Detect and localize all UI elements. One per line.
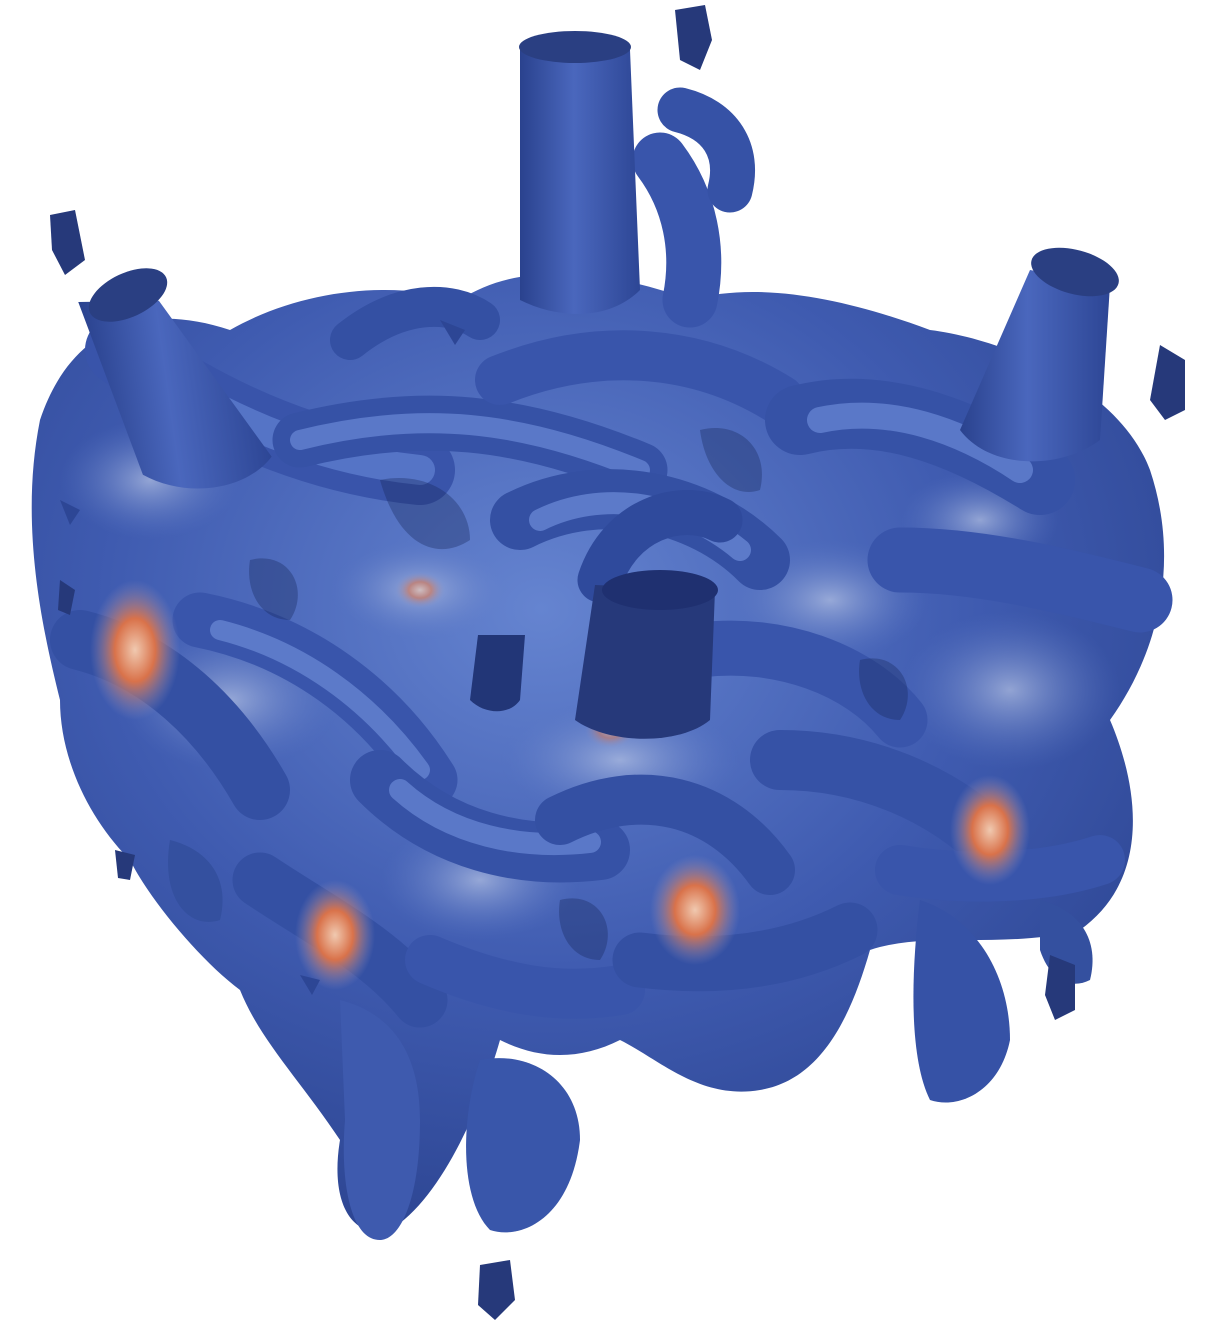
depth-shading bbox=[249, 428, 908, 960]
inlet-tubes bbox=[78, 31, 1119, 739]
lower-lobes bbox=[168, 840, 1093, 1240]
hot-spots bbox=[90, 572, 1030, 990]
vortex-strands bbox=[50, 87, 1173, 1028]
detached-fragments bbox=[50, 5, 1185, 1320]
